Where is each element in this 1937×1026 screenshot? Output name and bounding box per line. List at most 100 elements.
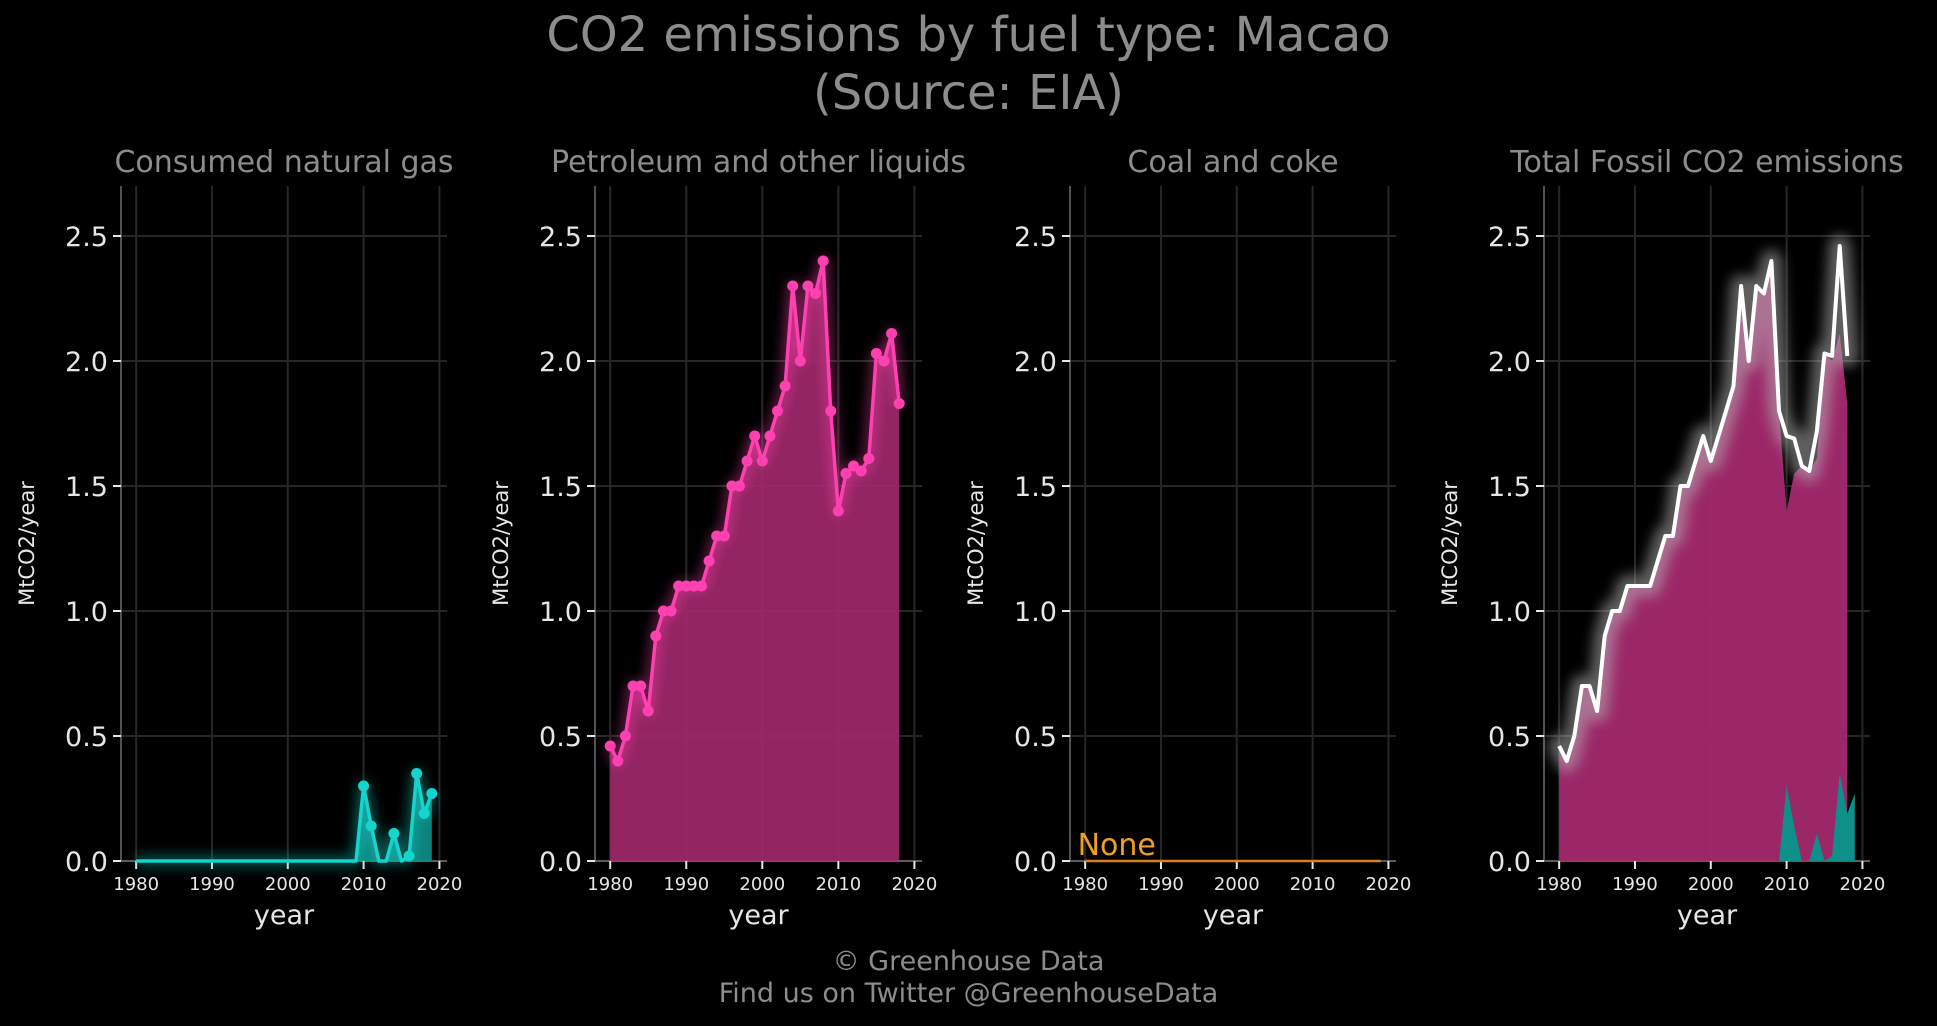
y-tick-label: 2.5: [1014, 222, 1057, 253]
y-tick-label: 0.5: [1014, 722, 1057, 753]
data-point: [772, 405, 784, 417]
data-point: [688, 580, 700, 592]
chart-panel-4: 0.0 0.5 1.0 1.5 2.0 2.5 1980 1990 2000 2010 2020 ye…: [1438, 145, 1904, 931]
y-tick-label: 0.5: [65, 722, 108, 753]
x-tick-label: 1990: [1138, 874, 1184, 895]
y-axis-label: MtCO2/year: [15, 481, 39, 606]
data-point: [612, 755, 624, 767]
x-axis-label: year: [1677, 900, 1738, 931]
data-point: [810, 288, 822, 299]
series-area: [610, 261, 900, 861]
data-point: [863, 453, 875, 464]
data-point: [418, 808, 430, 819]
data-point: [619, 730, 631, 742]
x-tick-label: 2000: [1688, 874, 1734, 895]
series-line: [136, 771, 434, 863]
x-tick-label: 1990: [1612, 874, 1658, 895]
panel-title: Total Fossil CO2 emissions: [1509, 145, 1903, 180]
y-tick-label: 1.0: [65, 597, 108, 628]
y-axis-label: MtCO2/year: [1438, 481, 1462, 606]
data-point: [642, 705, 654, 717]
y-tick-label: 0.0: [1488, 847, 1531, 878]
chart-subtitle: (Source: EIA): [812, 65, 1125, 121]
y-tick-label: 1.5: [1014, 472, 1057, 503]
x-tick-label: 1980: [1062, 874, 1108, 895]
x-tick-label: 2020: [1840, 874, 1886, 895]
data-point: [825, 405, 837, 417]
y-tick-label: 0.5: [539, 722, 582, 753]
y-tick-label: 2.5: [1488, 222, 1531, 253]
y-tick-label: 2.0: [539, 347, 582, 378]
data-point: [680, 580, 692, 592]
data-point: [870, 348, 882, 359]
data-point: [627, 680, 639, 692]
chart-title: CO2 emissions by fuel type: Macao: [546, 7, 1391, 63]
x-tick-label: 2000: [739, 874, 785, 895]
panel-title: Consumed natural gas: [114, 145, 453, 180]
y-tick-label: 1.0: [1488, 597, 1531, 628]
data-point: [703, 555, 715, 567]
y-axis-label: MtCO2/year: [489, 481, 513, 606]
x-axis-label: year: [728, 900, 789, 931]
data-point: [388, 828, 400, 839]
y-tick-label: 1.0: [539, 597, 582, 628]
x-tick-label: 1980: [587, 874, 633, 895]
data-point: [840, 468, 852, 479]
x-tick-label: 1990: [189, 874, 235, 895]
data-point: [635, 680, 647, 692]
y-axis-label: MtCO2/year: [964, 481, 988, 606]
x-tick-label: 2020: [1366, 874, 1412, 895]
data-point: [718, 530, 730, 542]
y-tick-label: 0.0: [1014, 847, 1057, 878]
footer-twitter: Find us on Twitter @GreenhouseData: [718, 978, 1219, 1009]
x-tick-label: 1990: [663, 874, 709, 895]
y-tick-label: 2.5: [65, 222, 108, 253]
data-point: [426, 788, 438, 799]
chart-panel-1: 0.0 0.5 1.0 1.5 2.0 2.5 1980 1990 2000 2010 2020 ye…: [15, 145, 462, 931]
y-tick-label: 2.0: [65, 347, 108, 378]
data-point: [832, 505, 844, 517]
data-point: [779, 380, 791, 392]
x-tick-label: 2010: [815, 874, 861, 895]
x-tick-label: 2020: [417, 874, 463, 895]
x-tick-label: 2010: [1764, 874, 1810, 895]
data-point: [358, 780, 370, 792]
x-tick-label: 2000: [265, 874, 311, 895]
y-tick-label: 1.5: [1488, 472, 1531, 503]
y-tick-label: 2.5: [539, 222, 582, 253]
petroleum-stack-area: [1559, 261, 1848, 861]
none-annotation: None: [1078, 828, 1156, 863]
data-point: [711, 530, 723, 542]
x-tick-label: 2010: [341, 874, 387, 895]
y-tick-label: 0.5: [1488, 722, 1531, 753]
data-point: [665, 605, 677, 617]
data-point: [886, 328, 898, 339]
data-point: [878, 355, 890, 367]
x-axis-label: year: [254, 900, 315, 931]
x-tick-label: 1980: [1536, 874, 1582, 895]
data-point: [403, 850, 415, 862]
footer-copyright: © Greenhouse Data: [832, 946, 1105, 977]
data-point: [817, 255, 829, 267]
total-line: [1557, 244, 1850, 763]
x-tick-label: 1980: [113, 874, 159, 895]
y-tick-label: 1.5: [539, 472, 582, 503]
data-point: [756, 455, 768, 467]
y-tick-label: 2.0: [1488, 347, 1531, 378]
data-point: [673, 580, 685, 592]
y-tick-label: 2.0: [1014, 347, 1057, 378]
series-line-glow: [136, 768, 437, 866]
x-tick-label: 2000: [1214, 874, 1260, 895]
data-point: [733, 480, 745, 492]
y-tick-label: 1.5: [65, 472, 108, 503]
y-tick-label: 1.0: [1014, 597, 1057, 628]
chart-panel-2: 0.0 0.5 1.0 1.5 2.0 2.5 1980 1990 2000 2010 2020 ye…: [489, 145, 966, 931]
data-point: [411, 768, 423, 779]
data-point: [794, 355, 806, 367]
data-point: [604, 740, 616, 752]
y-tick-label: 0.0: [539, 847, 582, 878]
data-point: [365, 820, 377, 832]
data-point: [695, 580, 707, 592]
data-point: [749, 430, 761, 442]
